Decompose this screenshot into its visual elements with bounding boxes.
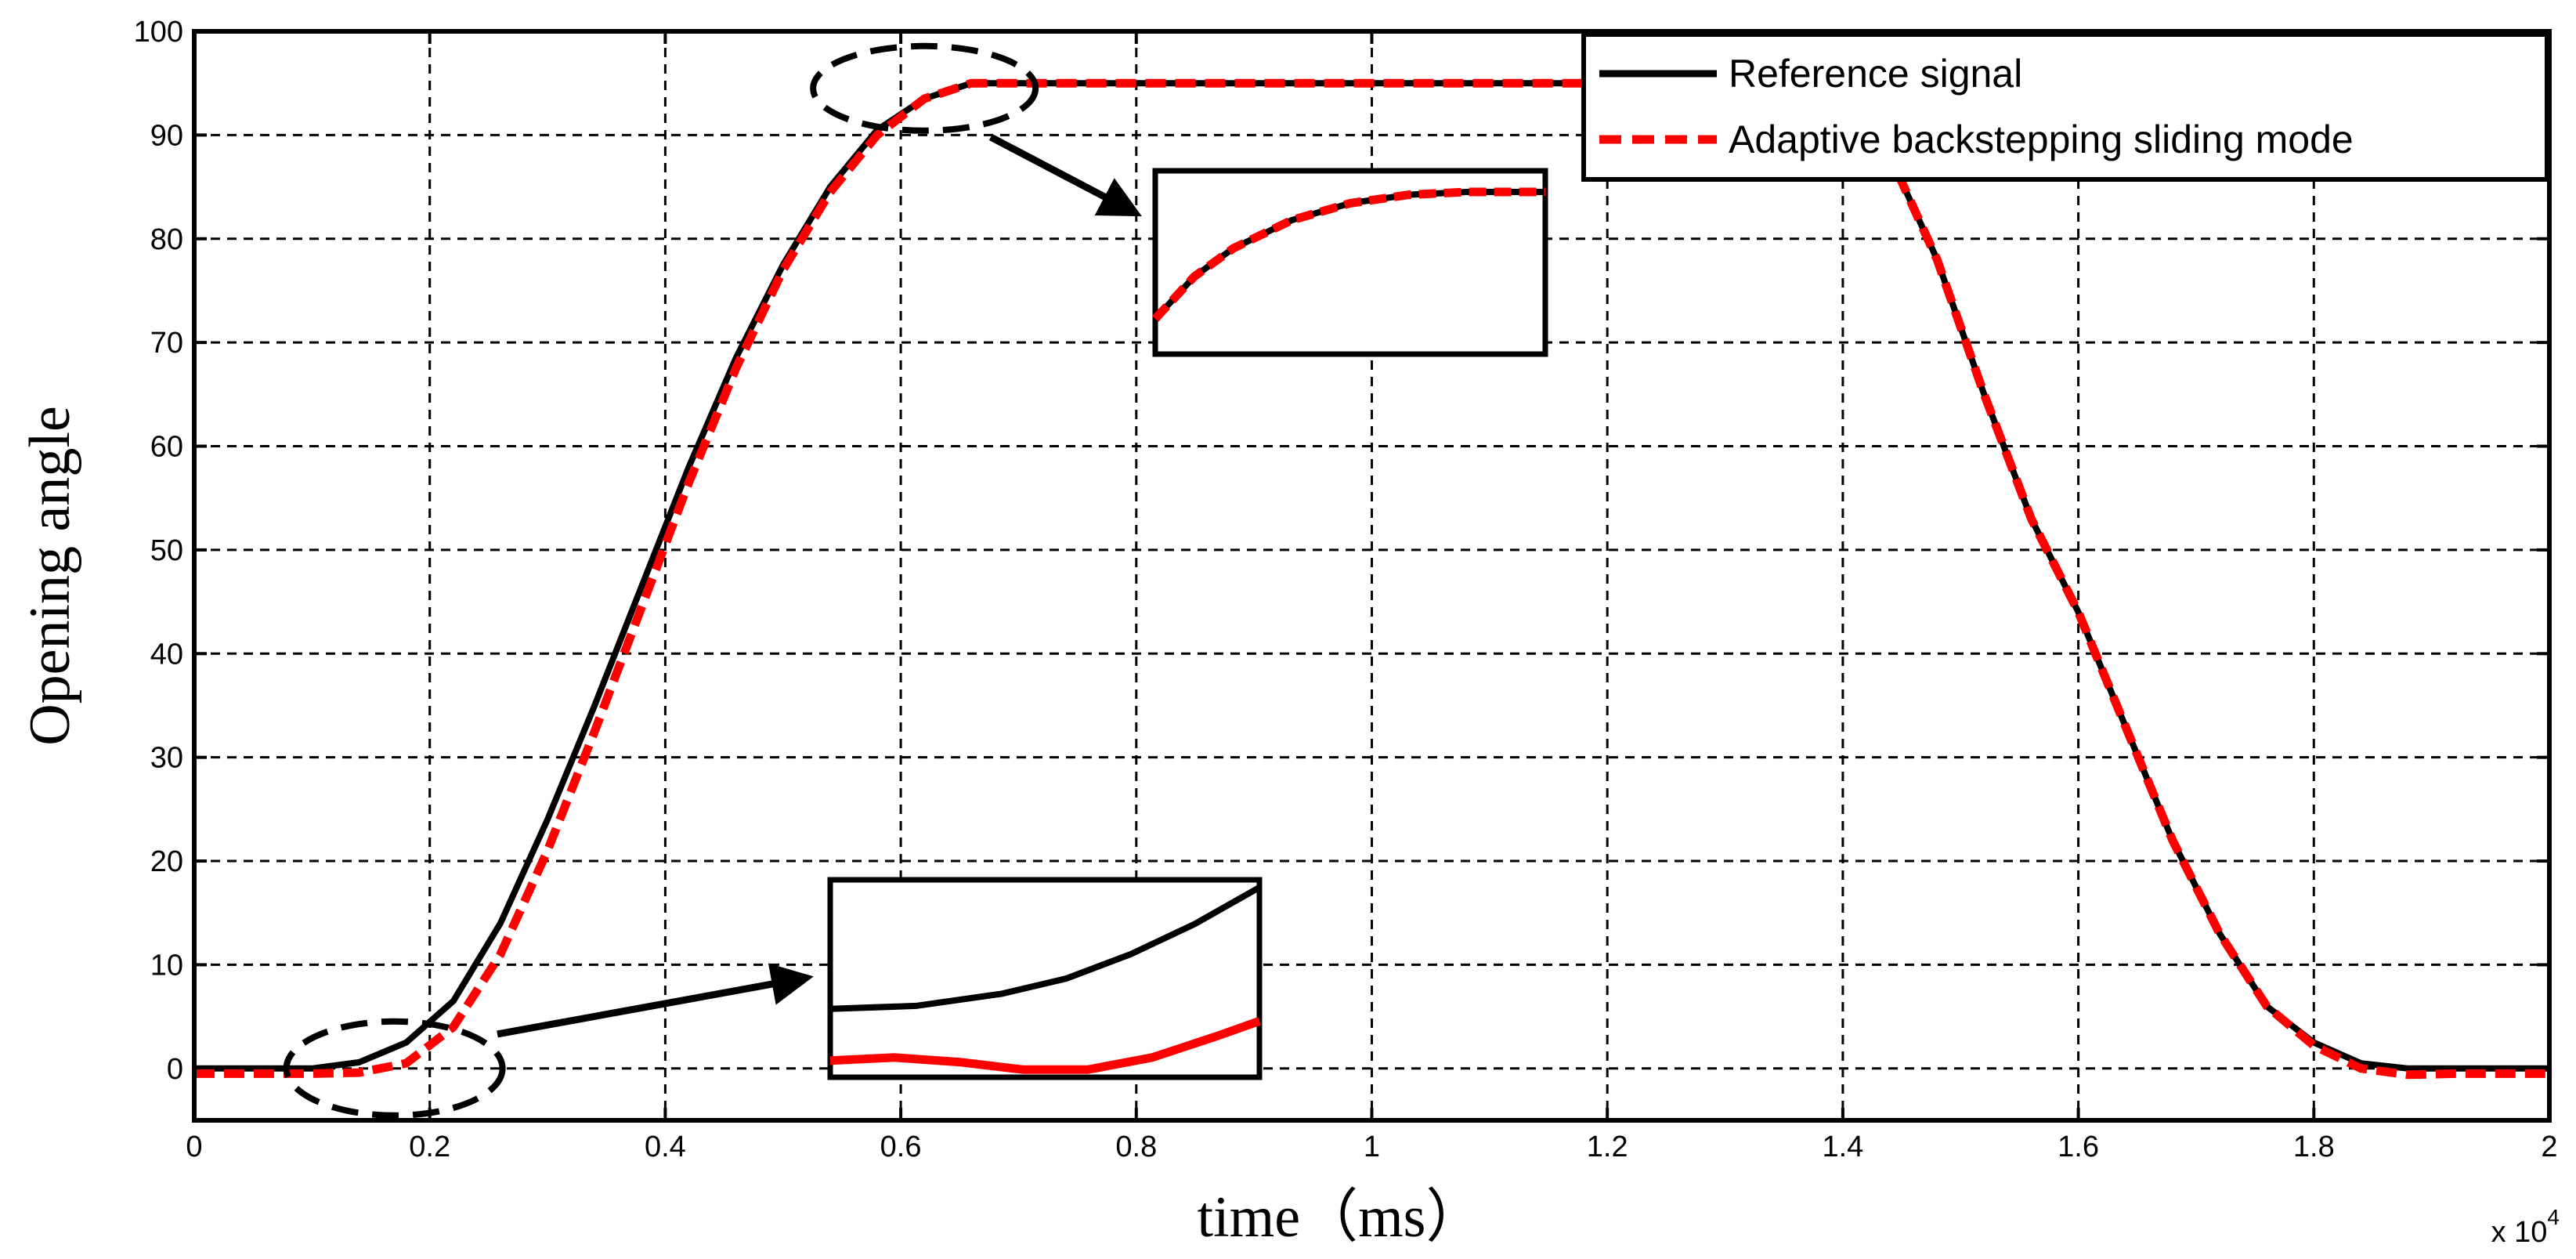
y-tick-label: 100 [134,16,183,49]
x-tick-label: 0.4 [645,1131,686,1163]
y-tick-label: 40 [150,638,183,671]
y-tick-labels: 0 10 20 30 40 50 60 70 80 90 100 [134,16,183,1086]
legend: Reference signal Adaptive backstepping s… [1581,32,2549,182]
y-tick-label: 90 [150,119,183,152]
x-axis-multiplier-base: x 10 [2491,1216,2548,1249]
plot-frame [192,29,2552,1123]
zoom-arrow [988,134,1142,217]
series-lines [194,78,2549,1080]
legend-label-reference-signal: Reference signal [1729,52,2022,96]
y-axis-title: Opening angle [18,406,82,746]
y-tick-label: 20 [150,845,183,878]
y-tick-label: 30 [150,742,183,775]
y-tick-label: 0 [167,1053,183,1086]
x-tick-label: 0.6 [880,1131,922,1163]
y-tick-label: 50 [150,534,183,567]
x-tick-label: 0.2 [409,1131,450,1163]
zoom-ellipse [283,1018,506,1119]
x-tick-label: 2 [2541,1131,2557,1163]
x-axis-title: time（ms） [1198,1185,1484,1250]
inset-line-adaptive-backstepping [1151,187,1545,322]
inset-line-adaptive-backstepping [829,1017,1261,1074]
zoom-ellipse [810,42,1039,134]
zoom-arrow [497,963,814,1038]
x-axis-multiplier-exponent: 4 [2547,1205,2560,1229]
x-tick-label: 1.2 [1587,1131,1628,1163]
x-tick-label: 1.6 [2058,1131,2099,1163]
grid-lines [194,31,2549,1120]
x-tick-label: 1 [1364,1131,1380,1163]
x-tick-labels: 0 0.2 0.4 0.6 0.8 1 1.2 1.4 1.6 1.8 2 [186,1131,2557,1163]
x-tick-label: 1.8 [2293,1131,2335,1163]
x-axis-multiplier: x 104 [2491,1205,2560,1249]
y-tick-label: 60 [150,431,183,464]
inset-line-reference-signal [829,885,1261,1012]
legend-box [1581,32,2549,182]
x-tick-label: 0.8 [1115,1131,1157,1163]
zoom-annotations [283,42,1142,1119]
zoom-insets [827,168,1548,1080]
inset-lower [827,877,1263,1080]
series-line-reference-signal [194,80,2549,1072]
legend-label-adaptive-backstepping: Adaptive backstepping sliding mode [1729,118,2354,161]
x-tick-label: 0 [186,1131,202,1163]
y-tick-label: 10 [150,949,183,982]
inset-upper [1151,168,1548,357]
series-line-adaptive-backstepping [194,78,2549,1080]
y-tick-label: 80 [150,223,183,256]
x-tick-label: 1.4 [1822,1131,1863,1163]
y-tick-label: 70 [150,327,183,360]
